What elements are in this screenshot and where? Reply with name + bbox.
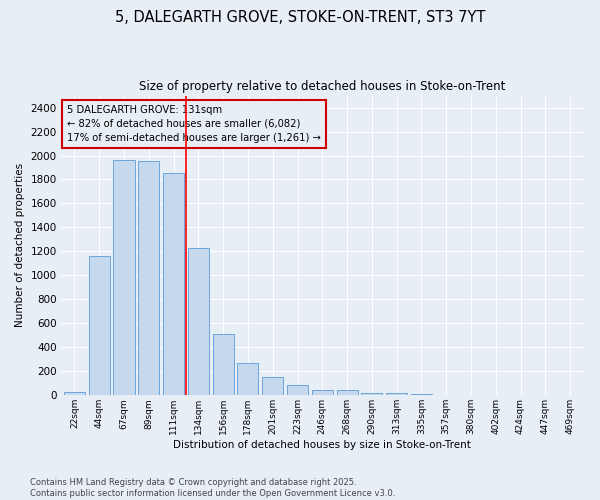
Bar xyxy=(89,256,110,396)
Title: Size of property relative to detached houses in Stoke-on-Trent: Size of property relative to detached ho… xyxy=(139,80,505,93)
Bar xyxy=(287,384,308,396)
Bar xyxy=(386,394,407,396)
Bar xyxy=(411,394,432,396)
Bar xyxy=(337,390,358,396)
Bar xyxy=(238,363,259,396)
Bar xyxy=(113,160,134,396)
Bar xyxy=(262,378,283,396)
Bar xyxy=(64,392,85,396)
Bar xyxy=(188,248,209,396)
Bar xyxy=(212,334,233,396)
Text: 5 DALEGARTH GROVE: 131sqm
← 82% of detached houses are smaller (6,082)
17% of se: 5 DALEGARTH GROVE: 131sqm ← 82% of detac… xyxy=(67,104,322,142)
Bar xyxy=(436,394,457,396)
Bar xyxy=(361,393,382,396)
Text: 5, DALEGARTH GROVE, STOKE-ON-TRENT, ST3 7YT: 5, DALEGARTH GROVE, STOKE-ON-TRENT, ST3 … xyxy=(115,10,485,25)
Bar xyxy=(163,174,184,396)
Y-axis label: Number of detached properties: Number of detached properties xyxy=(15,164,25,328)
Text: Contains HM Land Registry data © Crown copyright and database right 2025.
Contai: Contains HM Land Registry data © Crown c… xyxy=(30,478,395,498)
X-axis label: Distribution of detached houses by size in Stoke-on-Trent: Distribution of detached houses by size … xyxy=(173,440,471,450)
Bar xyxy=(312,390,333,396)
Bar xyxy=(138,162,160,396)
